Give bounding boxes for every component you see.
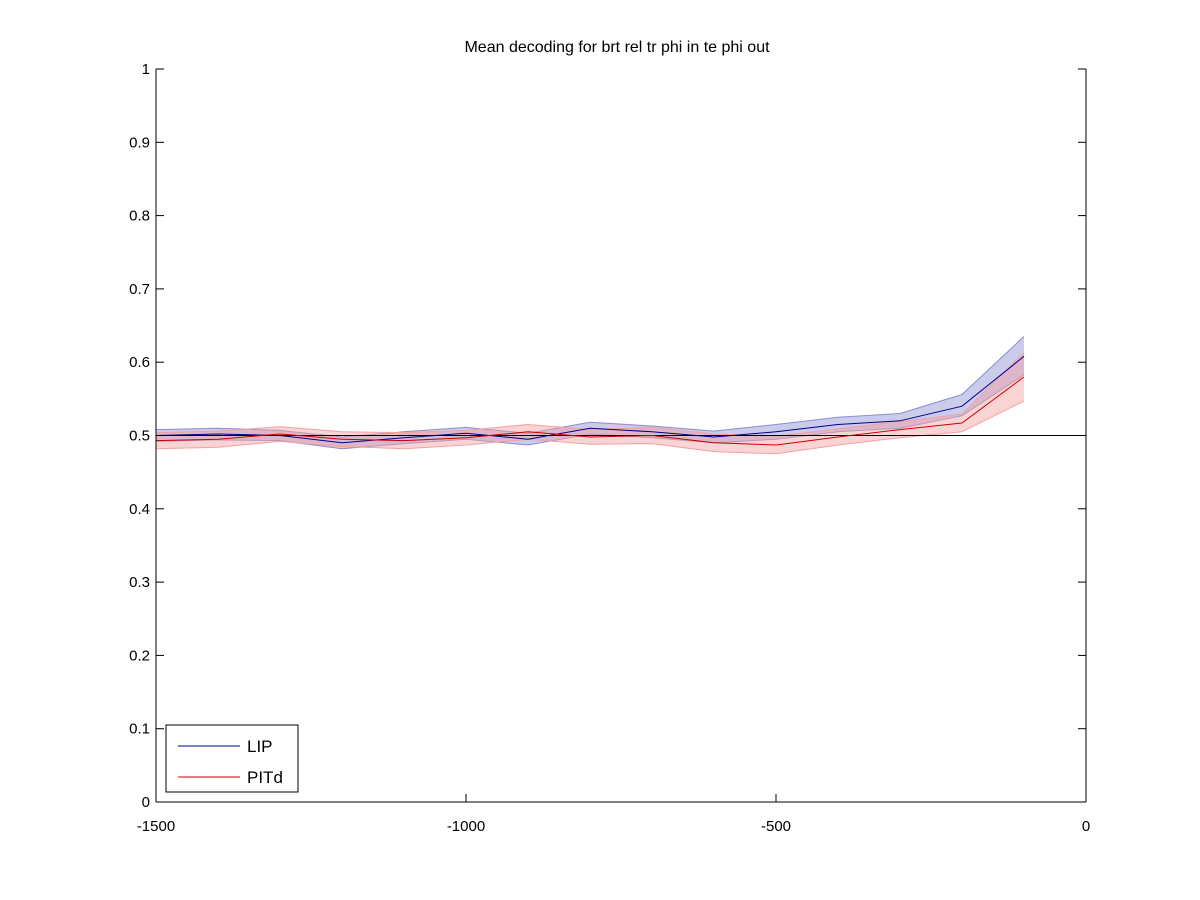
y-tick-label: 1	[142, 61, 150, 78]
legend: LIP PITd	[165, 724, 299, 793]
y-tick-label: 0.3	[129, 574, 150, 591]
x-tick-label: 0	[1082, 818, 1090, 835]
band-upper-edge-pitd	[155, 352, 1025, 437]
y-tick-label: 0.9	[129, 134, 150, 151]
band-upper-edge-lip	[155, 336, 1025, 438]
x-tick-label: -1000	[447, 818, 485, 835]
legend-box	[165, 724, 299, 793]
ticks: 0 0.1 0.2 0.3 0.4 0.5 0.6 0.7 0.8 0.9 1 -1500 -1000 -…	[129, 61, 1090, 835]
x-tick-label: -1500	[137, 818, 175, 835]
series-line-pitd	[155, 376, 1025, 446]
y-tick-label: 0.7	[129, 281, 150, 298]
legend-label-lip: LIP	[247, 737, 273, 756]
y-tick-label: 0.1	[129, 721, 150, 738]
series-line-lip	[155, 355, 1025, 444]
y-tick-label: 0	[142, 794, 150, 811]
chart-title: Mean decoding for brt rel tr phi in te p…	[464, 39, 770, 56]
y-tick-label: 0.4	[129, 501, 150, 518]
y-tick-label: 0.8	[129, 208, 150, 225]
y-tick-label: 0.5	[129, 428, 150, 445]
legend-label-pitd: PITd	[247, 768, 283, 787]
x-tick-label: -500	[761, 818, 791, 835]
band-lower-edge-pitd	[155, 400, 1025, 455]
band-pitd	[156, 352, 1024, 454]
y-tick-label: 0.2	[129, 647, 150, 664]
y-tick-label: 0.6	[129, 354, 150, 371]
series-lines	[155, 355, 1025, 446]
